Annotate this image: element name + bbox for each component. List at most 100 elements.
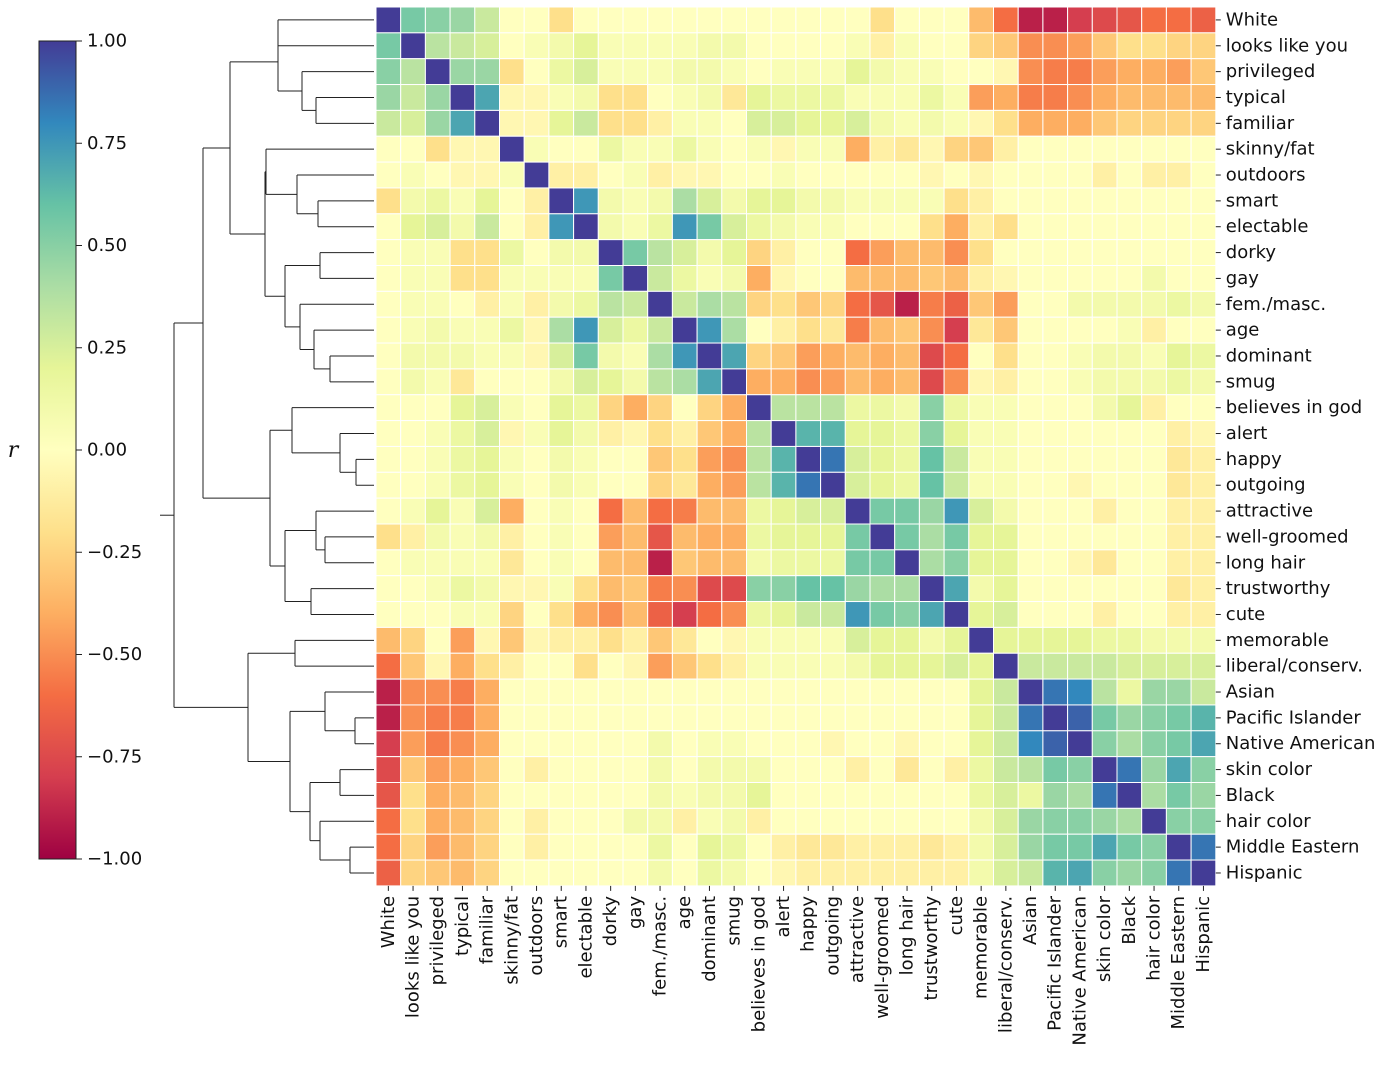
heatmap-cell	[968, 58, 994, 86]
heatmap-cell	[918, 32, 945, 60]
heatmap-cell	[844, 730, 871, 758]
heatmap-cell	[573, 782, 599, 809]
heatmap-cell	[918, 84, 945, 111]
heatmap-cell	[968, 109, 994, 137]
heatmap-cell	[696, 265, 723, 292]
heatmap-cell	[1116, 58, 1143, 86]
heatmap-cell	[449, 394, 476, 422]
heatmap-cell	[869, 575, 896, 603]
heatmap-cell	[1141, 32, 1167, 60]
heatmap-cell	[1017, 730, 1044, 758]
heatmap-cell	[696, 678, 723, 706]
heatmap-cell	[1091, 84, 1118, 111]
heatmap-cell	[918, 833, 945, 861]
heatmap-cell	[993, 84, 1019, 111]
heatmap-cell	[1190, 213, 1217, 241]
heatmap-cell	[597, 265, 624, 292]
heatmap-cell	[795, 265, 822, 292]
heatmap-cell	[449, 265, 476, 292]
heatmap-cell	[622, 84, 649, 111]
heatmap-cell	[1017, 471, 1044, 499]
heatmap-cell	[1116, 549, 1143, 577]
heatmap-cell	[597, 678, 624, 706]
heatmap-cell	[523, 394, 550, 422]
heatmap-cell	[548, 807, 575, 835]
heatmap-cell	[770, 58, 797, 86]
heatmap-cell	[820, 730, 846, 758]
heatmap-cell	[400, 213, 426, 241]
heatmap-cell	[474, 626, 500, 654]
heatmap-cell	[499, 730, 525, 758]
heatmap-cell	[721, 316, 747, 344]
heatmap-cell	[1165, 833, 1192, 861]
heatmap-cell	[820, 445, 846, 473]
row-tick-label: gay	[1226, 268, 1259, 289]
heatmap-cell	[573, 135, 599, 163]
heatmap-cell	[795, 626, 822, 654]
heatmap-cell	[770, 32, 797, 60]
heatmap-cell	[844, 497, 871, 525]
heatmap-cell	[820, 213, 846, 241]
heatmap-cell	[770, 265, 797, 292]
column-tick-label: smart	[551, 896, 572, 948]
heatmap-cell	[573, 730, 599, 758]
heatmap-cell	[968, 187, 994, 215]
column-tick-labels: White looks like you privileged typical fami…	[378, 885, 1214, 1046]
heatmap-cell	[375, 290, 402, 318]
heatmap-cell	[943, 84, 970, 111]
heatmap-cell	[894, 109, 920, 137]
heatmap-cell	[1190, 290, 1217, 318]
heatmap-cell	[424, 601, 451, 628]
heatmap-cell	[400, 290, 426, 318]
heatmap-cell	[918, 445, 945, 473]
heatmap-cell	[449, 213, 476, 241]
heatmap-cell	[1116, 730, 1143, 758]
heatmap-cell	[1042, 549, 1069, 577]
heatmap-cell	[993, 497, 1019, 525]
heatmap-cell	[671, 575, 698, 603]
heatmap-cell	[918, 213, 945, 241]
heatmap-cell	[1141, 730, 1167, 758]
heatmap-cell	[746, 833, 772, 861]
heatmap-cell	[1017, 549, 1044, 577]
heatmap-cell	[1116, 497, 1143, 525]
heatmap-cell	[1165, 497, 1192, 525]
heatmap-cell	[424, 626, 451, 654]
heatmap-cell	[918, 601, 945, 628]
heatmap-cell	[1190, 394, 1217, 422]
heatmap-cell	[1190, 445, 1217, 473]
heatmap-cell	[1190, 678, 1217, 706]
heatmap-cell	[1141, 290, 1167, 318]
heatmap-cell	[844, 704, 871, 732]
heatmap-cell	[869, 807, 896, 835]
heatmap-cell	[721, 342, 747, 370]
heatmap-cell	[1165, 575, 1192, 603]
heatmap-cell	[400, 626, 426, 654]
row-tick-label: privileged	[1226, 61, 1315, 82]
heatmap-cell	[894, 445, 920, 473]
heatmap-cell	[968, 239, 994, 266]
heatmap-cell	[844, 135, 871, 163]
heatmap-cell	[647, 730, 673, 758]
heatmap-cell	[548, 833, 575, 861]
heatmap-cell	[375, 239, 402, 266]
heatmap-cell	[375, 626, 402, 654]
heatmap-cell	[647, 859, 673, 887]
heatmap-cell	[671, 652, 698, 680]
heatmap-cell	[474, 187, 500, 215]
heatmap-cell	[844, 756, 871, 784]
heatmap-cell	[375, 859, 402, 887]
heatmap-cell	[622, 32, 649, 60]
heatmap-cell	[869, 265, 896, 292]
heatmap-cell	[1165, 523, 1192, 551]
heatmap-cell	[573, 290, 599, 318]
heatmap-cell	[499, 368, 525, 396]
heatmap-cell	[1042, 652, 1069, 680]
heatmap-cell	[993, 239, 1019, 266]
heatmap-cell	[1042, 394, 1069, 422]
heatmap-cell	[424, 807, 451, 835]
heatmap-cell	[622, 135, 649, 163]
column-tick-label: electable	[575, 896, 596, 979]
colorbar-tick-label: 0.25	[87, 337, 127, 358]
heatmap-cell	[943, 58, 970, 86]
